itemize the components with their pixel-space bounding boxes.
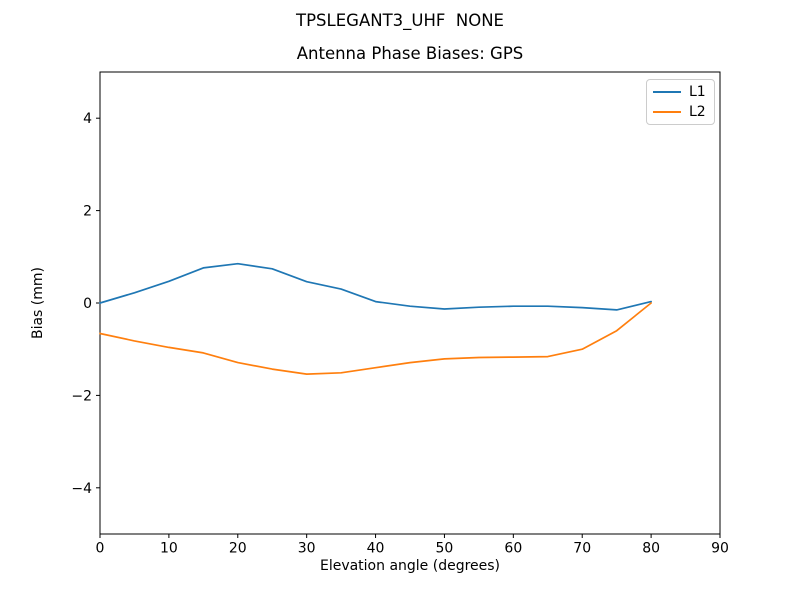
y-tick-label: 0 <box>83 296 92 312</box>
legend-item-l2: L2 <box>653 105 708 119</box>
x-tick-label: 0 <box>96 541 105 557</box>
y-axis-label: Bias (mm) <box>30 266 46 340</box>
legend-label-l2: L2 <box>689 104 706 120</box>
x-tick-label: 60 <box>504 541 522 557</box>
x-tick-label: 80 <box>642 541 660 557</box>
x-tick-label: 40 <box>367 541 385 557</box>
figure-title: TPSLEGANT3_UHF NONE <box>296 11 504 30</box>
x-tick-label: 70 <box>573 541 591 557</box>
series-line-l2 <box>99 302 652 375</box>
x-tick-label: 20 <box>229 541 247 557</box>
x-tick-label: 30 <box>298 541 316 557</box>
axes-title: Antenna Phase Biases: GPS <box>296 44 524 63</box>
series-line-l1 <box>99 262 652 311</box>
legend-label-l1: L1 <box>689 84 706 100</box>
y-tick-label: 4 <box>83 111 92 127</box>
legend-item-l1: L1 <box>653 85 708 99</box>
x-tick-label: 50 <box>436 541 454 557</box>
y-tick-label: −2 <box>71 388 92 404</box>
l2-line-swatch <box>653 111 681 113</box>
axes-frame <box>99 71 721 535</box>
x-axis-label: Elevation angle (degrees) <box>319 558 501 574</box>
x-tick-label: 10 <box>160 541 178 557</box>
y-tick-label: 2 <box>83 204 92 220</box>
x-tick-label: 90 <box>711 541 729 557</box>
y-tick-label: −4 <box>71 481 92 497</box>
l1-line-swatch <box>653 91 681 93</box>
legend: L1 L2 <box>646 79 715 125</box>
